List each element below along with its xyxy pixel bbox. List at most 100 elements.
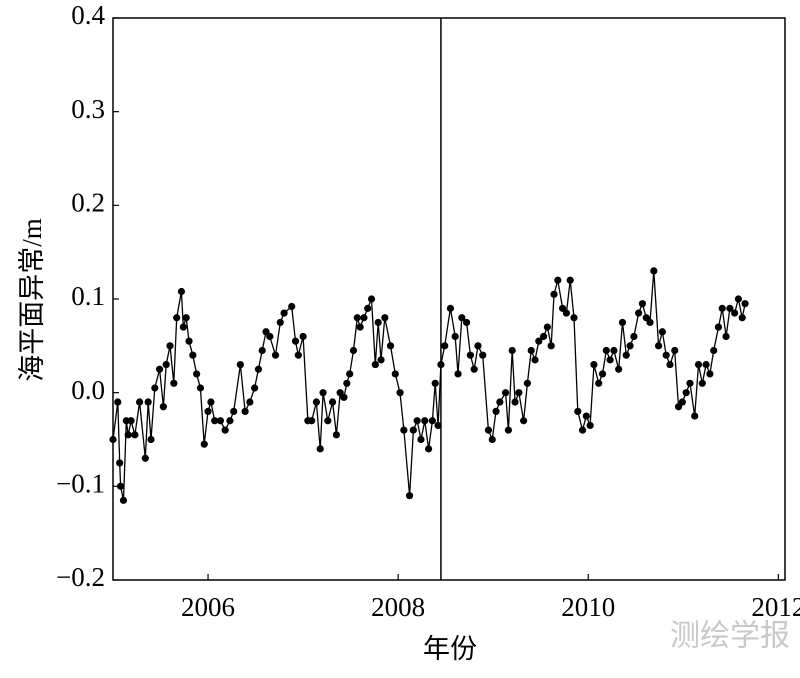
data-point [189,351,197,359]
data-point [702,360,710,369]
data-point [479,351,487,359]
data-point [346,370,354,378]
x-tick-label: 2012 [751,592,800,622]
data-point [236,360,244,369]
data-point [741,300,749,308]
data-point [391,370,399,378]
data-point [367,295,376,303]
data-point [405,492,414,500]
data-point [515,389,523,397]
data-point [602,346,610,355]
data-point [595,379,603,387]
series-line [112,270,746,501]
data-point [501,389,510,397]
data-point [162,360,170,369]
data-point [598,370,607,378]
data-point [586,421,594,430]
data-point [246,398,254,406]
data-point [431,379,439,387]
data-point [434,421,442,430]
data-point [554,276,562,284]
data-point [582,412,590,420]
y-axis-label: 海平面异常/m [17,218,47,382]
data-point [417,435,425,444]
y-tick-label: 0.3 [71,94,105,124]
data-point [504,426,513,434]
data-point [543,323,551,331]
data-point [312,398,321,406]
data-point [211,417,219,425]
data-point [332,431,340,439]
data-point [117,482,125,490]
data-point [151,384,159,392]
x-tick-label: 2008 [371,592,425,622]
data-point [511,398,519,406]
data-point [127,417,135,425]
data-point [421,417,429,425]
data-point [109,435,117,444]
data-point [276,318,284,327]
data-point [364,304,372,312]
data-point [523,379,532,387]
data-point [646,318,654,327]
data-point [124,431,132,439]
data-point [155,365,164,373]
data-point [539,332,548,341]
data-point [119,496,128,504]
data-point [678,398,686,406]
data-point [356,323,364,331]
x-tick-label: 2010 [561,592,615,622]
data-point [492,407,500,415]
data-point [718,304,726,312]
data-point [451,332,459,341]
data-point [221,426,229,434]
data-point [204,407,212,415]
data-point [200,440,208,448]
data-point [374,318,382,327]
data-point [638,300,647,308]
data-point [170,379,178,387]
data-point [424,445,433,453]
data-point [531,356,539,364]
data-point [691,412,699,420]
data-point [731,309,739,317]
data-point [413,417,421,425]
y-tick-label: −0.2 [56,562,105,592]
data-point [251,384,259,392]
data-point [508,346,516,355]
data-point [271,351,280,359]
data-point [136,398,144,406]
data-point [144,398,152,406]
data-point [635,309,643,317]
data-point [686,379,694,387]
data-point [671,346,679,355]
data-point [396,389,404,397]
data-point [734,295,743,303]
data-point [578,426,587,434]
data-point [340,393,348,401]
watermark: 测绘学报 [670,619,790,654]
data-point [177,287,186,296]
data-point [299,332,307,341]
data-point [226,417,234,425]
data-point [694,360,703,369]
data-point [474,342,482,350]
data-point [626,342,634,350]
data-point [574,407,582,415]
data-point [722,332,730,341]
data-point [381,314,389,322]
data-point [328,398,337,406]
data-point [349,346,358,355]
data-point [470,365,478,373]
data-point [241,407,249,415]
data-point [159,403,167,411]
data-point [291,337,300,345]
data-point [570,314,578,322]
data-point [280,309,288,317]
data-point [714,323,723,331]
y-tick-label: 0.4 [71,0,105,30]
data-point [193,370,201,378]
data-point [343,379,351,387]
data-point [738,314,746,322]
